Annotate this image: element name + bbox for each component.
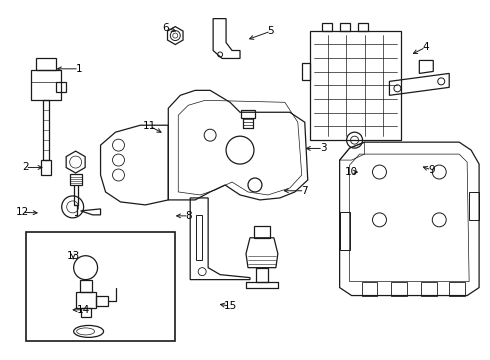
Text: 5: 5 — [268, 26, 274, 36]
Text: 7: 7 — [301, 186, 308, 196]
Text: 14: 14 — [76, 305, 90, 315]
Text: 9: 9 — [428, 165, 435, 175]
Text: 1: 1 — [76, 64, 82, 74]
Text: 13: 13 — [67, 251, 80, 261]
Text: 3: 3 — [320, 143, 326, 153]
Text: 12: 12 — [16, 207, 29, 217]
Text: 10: 10 — [345, 167, 358, 177]
Text: 4: 4 — [422, 42, 429, 52]
Text: 2: 2 — [22, 162, 28, 172]
Text: 8: 8 — [186, 211, 192, 221]
Text: 6: 6 — [163, 23, 169, 33]
Text: 15: 15 — [224, 301, 237, 311]
Text: 11: 11 — [143, 121, 156, 131]
